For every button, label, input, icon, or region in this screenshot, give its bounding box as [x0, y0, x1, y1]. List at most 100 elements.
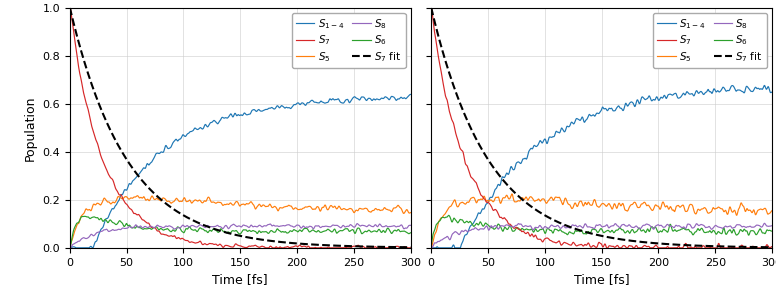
- $S_6$: [752, 233, 761, 236]
- $S_7$: [633, 246, 643, 250]
- $S_7$: [767, 245, 776, 248]
- $S_6$: [767, 229, 776, 233]
- Y-axis label: Population: Population: [24, 95, 36, 161]
- $S_6$: [406, 231, 415, 235]
- $S_8$: [391, 225, 400, 228]
- $S_{1-4}$: [752, 87, 761, 90]
- $S_6$: [494, 223, 504, 227]
- $S_7$ fit: [633, 240, 643, 243]
- $S_7$ fit: [201, 224, 210, 228]
- $S_8$: [591, 226, 600, 229]
- $S_6$: [229, 229, 238, 233]
- $S_5$: [427, 246, 436, 250]
- $S_7$: [494, 215, 504, 218]
- $S_7$: [65, 6, 74, 9]
- $S_{1-4}$: [201, 123, 210, 126]
- $S_{1-4}$: [494, 183, 504, 187]
- $S_{1-4}$: [427, 246, 436, 250]
- $S_5$: [406, 211, 415, 215]
- $S_7$: [602, 246, 611, 250]
- $S_6$: [65, 246, 74, 250]
- $S_7$: [272, 245, 282, 249]
- Line: $S_7$: $S_7$: [431, 9, 772, 248]
- $S_7$ fit: [133, 174, 143, 177]
- $S_5$: [591, 198, 600, 202]
- $S_{1-4}$: [633, 99, 643, 103]
- $S_{1-4}$: [178, 133, 188, 136]
- $S_7$ fit: [272, 240, 282, 243]
- $S_6$: [272, 228, 282, 231]
- $S_5$: [133, 194, 143, 198]
- $S_5$: [563, 200, 572, 203]
- $S_6$: [178, 230, 188, 234]
- $S_8$: [760, 222, 769, 225]
- $S_5$: [508, 192, 517, 196]
- $S_7$ fit: [752, 245, 761, 249]
- $S_6$: [444, 214, 453, 217]
- $S_5$: [229, 203, 238, 207]
- $S_7$: [261, 246, 270, 250]
- $S_5$: [767, 209, 776, 212]
- Line: $S_7$ fit: $S_7$ fit: [431, 8, 772, 247]
- $S_{1-4}$: [591, 114, 600, 118]
- $S_5$: [540, 198, 549, 201]
- $S_7$: [427, 7, 436, 11]
- $S_6$: [563, 233, 572, 236]
- $S_7$ fit: [390, 245, 400, 249]
- $S_5$: [178, 198, 188, 202]
- $S_8$: [65, 246, 74, 250]
- $S_8$: [633, 226, 643, 230]
- $S_{1-4}$: [760, 84, 769, 87]
- $S_7$ fit: [563, 224, 572, 228]
- Legend: $S_{1-4}$, $S_7$, $S_5$, $S_8$, $S_6$, $S_7$ fit: $S_{1-4}$, $S_7$, $S_5$, $S_8$, $S_6$, $…: [653, 13, 767, 68]
- $S_6$: [633, 227, 643, 231]
- $S_{1-4}$: [563, 125, 572, 128]
- $S_{1-4}$: [229, 114, 238, 118]
- $S_{1-4}$: [272, 104, 282, 108]
- Line: $S_7$ fit: $S_7$ fit: [70, 8, 411, 247]
- $S_7$ fit: [65, 6, 74, 9]
- $S_6$: [427, 244, 436, 247]
- $S_7$ fit: [406, 245, 415, 249]
- $S_8$: [563, 226, 572, 229]
- $S_5$: [391, 206, 400, 210]
- $S_5$: [272, 207, 282, 211]
- $S_8$: [752, 223, 761, 227]
- $S_6$: [133, 225, 143, 229]
- $S_8$: [540, 225, 549, 229]
- $S_7$: [391, 245, 400, 248]
- $S_7$: [201, 242, 210, 246]
- Line: $S_6$: $S_6$: [70, 216, 411, 248]
- X-axis label: Time [fs]: Time [fs]: [573, 273, 629, 286]
- $S_7$: [133, 213, 143, 217]
- $S_7$: [406, 246, 415, 250]
- $S_{1-4}$: [539, 138, 549, 141]
- $S_6$: [391, 229, 400, 232]
- $S_7$ fit: [427, 6, 436, 9]
- $S_8$: [767, 224, 776, 227]
- $S_7$ fit: [229, 233, 238, 236]
- $S_8$: [229, 222, 238, 226]
- $S_5$: [65, 245, 74, 249]
- $S_5$: [494, 197, 504, 201]
- $S_8$: [178, 223, 188, 227]
- Line: $S_{1-4}$: $S_{1-4}$: [431, 85, 772, 248]
- $S_8$: [201, 226, 210, 229]
- $S_8$: [427, 245, 436, 249]
- Line: $S_8$: $S_8$: [70, 224, 411, 248]
- Line: $S_8$: $S_8$: [431, 223, 772, 247]
- $S_8$: [133, 225, 143, 229]
- Line: $S_7$: $S_7$: [70, 8, 411, 248]
- $S_{1-4}$: [767, 90, 776, 94]
- $S_{1-4}$: [390, 97, 400, 101]
- $S_6$: [81, 215, 90, 218]
- $S_8$: [272, 224, 282, 228]
- $S_7$ fit: [767, 245, 776, 249]
- $S_8$: [494, 226, 504, 230]
- $S_7$: [752, 246, 761, 250]
- $S_5$: [133, 194, 142, 198]
- $S_6$: [591, 228, 600, 232]
- Line: $S_6$: $S_6$: [431, 215, 772, 245]
- $S_7$: [591, 245, 600, 249]
- $S_8$: [406, 223, 415, 227]
